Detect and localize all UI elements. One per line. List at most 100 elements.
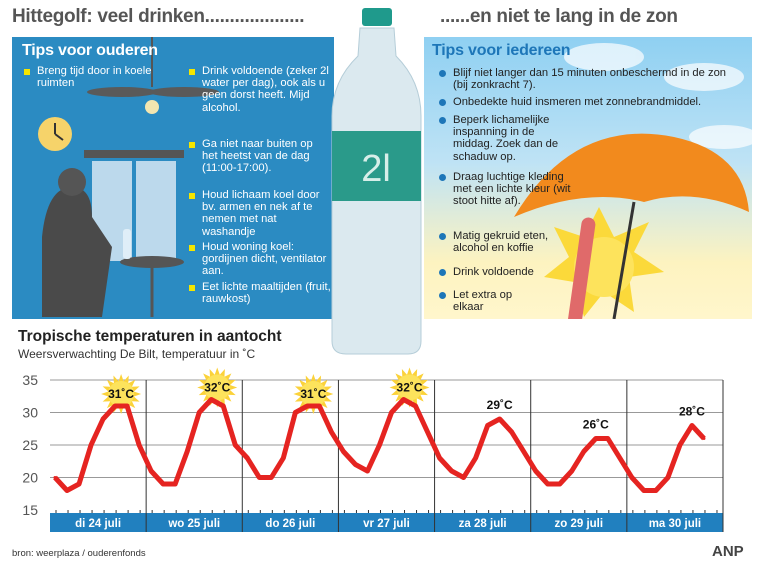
peak-label: 31˚C <box>108 387 134 401</box>
title-left: Hittegolf: veel drinken.................… <box>12 6 305 27</box>
chart-subtitle: Weersverwachting De Bilt, temperatuur in… <box>18 347 256 361</box>
data-point <box>353 463 357 466</box>
data-point <box>702 437 706 440</box>
data-point <box>293 411 297 414</box>
data-point <box>630 476 634 479</box>
y-tick-label: 15 <box>22 502 38 518</box>
data-point <box>690 424 694 427</box>
everyone-tip: Blijf niet langer dan 15 minuten onbesch… <box>439 67 743 91</box>
data-point <box>510 430 514 434</box>
elderly-tip: Eet lichte maaltijden (fruit, rauwkost) <box>189 281 331 306</box>
peak-label: 32˚C <box>397 381 423 395</box>
x-tick-label: vr 27 juli <box>363 518 410 530</box>
data-point <box>642 489 646 492</box>
data-point <box>137 443 141 447</box>
data-point <box>546 482 550 486</box>
y-tick-label: 30 <box>22 405 38 421</box>
peak-label: 31˚C <box>300 387 326 401</box>
x-tick-label: ma 30 juli <box>649 518 701 530</box>
title-right: ......en niet te lang in de zon <box>440 6 678 27</box>
data-point <box>618 456 622 460</box>
data-point <box>149 469 153 473</box>
x-tick-label: di 24 juli <box>75 518 121 530</box>
elderly-tip: Houd woning koel: gordijnen dicht, venti… <box>189 241 330 278</box>
data-point <box>377 443 381 447</box>
data-point <box>402 398 406 401</box>
peak-label: 32˚C <box>204 381 230 395</box>
y-tick-label: 25 <box>22 437 38 453</box>
bottle-label: 2l <box>361 148 391 190</box>
source-text: bron: weerplaza / ouderenfonds <box>12 548 146 559</box>
sun-icon-core <box>204 374 231 401</box>
data-point <box>173 482 177 486</box>
x-tick-label: za 28 juli <box>459 518 507 530</box>
temperature-chart: 15 20 25 30 35 di 24 juli wo 25 juli do 26 juli… <box>22 367 724 532</box>
data-point <box>185 450 189 453</box>
data-point <box>582 450 586 453</box>
data-point <box>65 489 69 492</box>
peak-label: 28˚C <box>679 405 705 419</box>
elderly-tip: Houd lichaam koel door bv. armen en nek … <box>189 189 330 238</box>
data-point <box>209 398 213 401</box>
everyone-tip: Onbedekte huid insmeren met zonnebrandmi… <box>439 96 748 108</box>
data-point <box>233 443 237 447</box>
x-tick-label: wo 25 juli <box>167 518 220 530</box>
data-point <box>522 450 526 453</box>
elderly-illustration <box>38 37 219 317</box>
elderly-tip: Breng tijd door in koele ruimten <box>24 65 172 89</box>
sun-icon-core <box>108 381 135 407</box>
data-point <box>426 430 430 434</box>
chart-title: Tropische temperaturen in aantocht <box>18 328 282 345</box>
elderly-tip: Drink voldoende (zeker 2l water per dag)… <box>189 65 329 114</box>
data-point <box>161 482 165 486</box>
elderly-heading: Tips voor ouderen <box>22 42 158 59</box>
y-tick-label: 20 <box>22 470 38 486</box>
sun-icon <box>544 207 664 317</box>
everyone-tip: Draag luchtige kleding met een lichte kl… <box>439 171 578 208</box>
data-point <box>113 404 117 408</box>
data-point <box>390 411 393 414</box>
data-point <box>666 476 670 479</box>
data-point <box>257 476 261 479</box>
data-point <box>317 404 321 408</box>
data-point <box>438 456 442 460</box>
data-point <box>654 489 658 492</box>
data-point <box>281 456 285 460</box>
data-point <box>606 437 610 440</box>
data-point <box>221 404 225 408</box>
sun-umbrella-illustration <box>514 43 752 319</box>
tips-elderly-panel: Tips voor ouderen Breng tijd door in koe… <box>12 37 334 319</box>
data-point <box>341 450 345 453</box>
data-point <box>678 443 682 447</box>
data-point <box>558 482 562 486</box>
data-point <box>101 417 105 421</box>
water-bottle-illustration: 2l <box>331 8 422 355</box>
data-point <box>53 476 57 479</box>
data-point <box>462 476 466 479</box>
everyone-tip: Drink voldoende <box>439 266 563 278</box>
data-point <box>89 443 93 447</box>
data-point <box>269 476 273 479</box>
data-point <box>570 469 574 473</box>
x-tick-label: zo 29 juli <box>554 518 603 530</box>
data-point <box>474 456 478 460</box>
tips-everyone-panel: Tips voor iedereen Blijf niet langer dan… <box>424 37 752 319</box>
data-point <box>450 469 454 473</box>
peak-label: 26˚C <box>583 418 609 432</box>
peak-label: 29˚C <box>487 398 513 412</box>
data-point <box>534 469 538 473</box>
data-point <box>197 411 201 414</box>
umbrella-icon <box>514 133 749 217</box>
sun-icon-core <box>300 381 327 407</box>
elderly-tip: Ga niet naar buiten op het heetst van de… <box>189 138 330 175</box>
x-tick-label: do 26 juli <box>265 518 315 530</box>
data-point <box>305 404 309 408</box>
sun-icon-core <box>396 374 423 401</box>
data-point <box>245 456 249 460</box>
anp-logo: ANP <box>712 543 744 560</box>
data-point <box>414 404 418 408</box>
data-point <box>77 482 81 486</box>
data-point <box>498 417 502 421</box>
everyone-tip: Beperk lichamelijke inspanning in de mid… <box>439 114 565 163</box>
everyone-heading: Tips voor iedereen <box>432 42 571 59</box>
